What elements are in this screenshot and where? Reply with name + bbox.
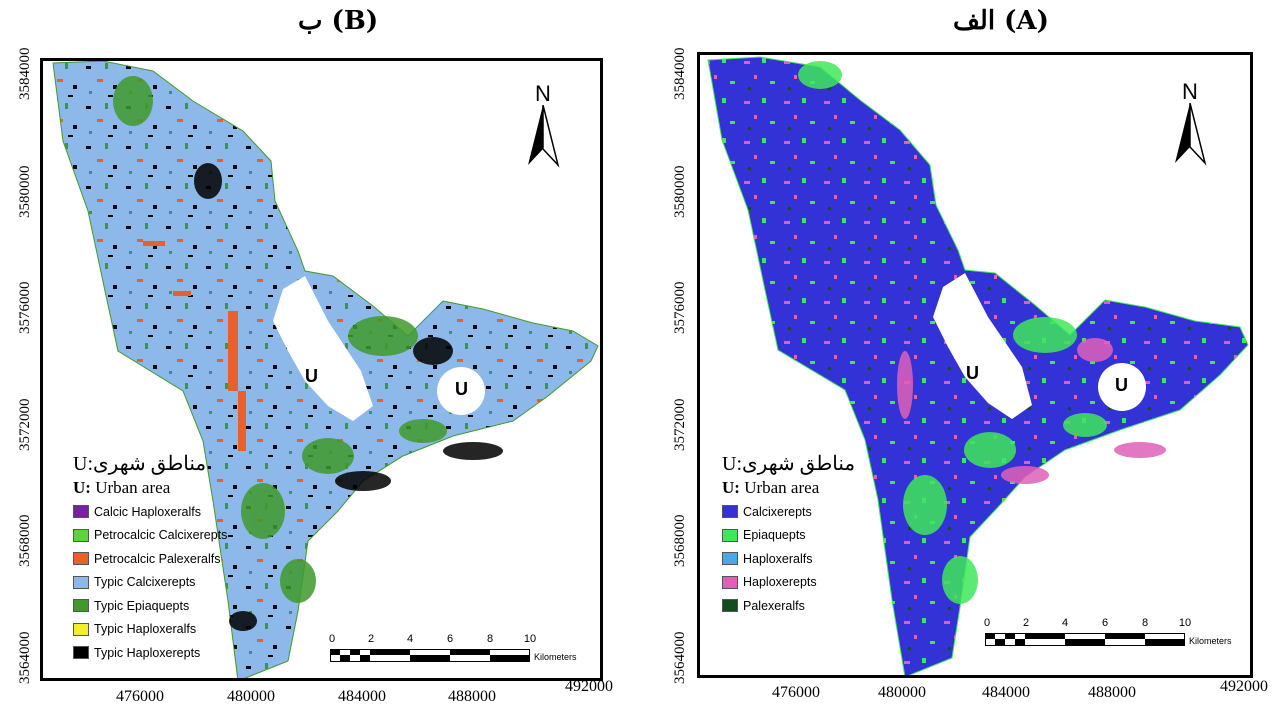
legend-urban-area: U: Urban area <box>73 478 171 497</box>
legend-swatch <box>73 528 89 542</box>
y-tick-label: 3564000 <box>17 631 33 685</box>
x-tick-label: 484000 <box>982 684 1030 701</box>
legend-swatch <box>73 622 89 636</box>
legend-item: Petrocalcic Palexeralfs <box>73 547 227 571</box>
legend-swatch <box>73 505 89 519</box>
x-tick-label: 492000 <box>1220 678 1268 695</box>
legend-swatch <box>722 552 738 566</box>
epiaquepts-clusters <box>798 61 1107 604</box>
soil-map-a <box>707 56 1249 675</box>
legend-persian-note: مناطق شهری:U <box>722 453 856 475</box>
scale-tick: 8 <box>486 633 494 645</box>
panel-b: ب (B) 3584000 3580000 3576000 3572000 35… <box>0 0 640 710</box>
north-arrow-b: N <box>523 81 563 171</box>
scale-tick: 2 <box>1022 617 1030 629</box>
legend-swatch <box>722 528 738 542</box>
x-tick-label: 480000 <box>227 688 275 705</box>
urban-label-1: U <box>305 366 318 386</box>
scale-unit: Kilometers <box>1189 636 1232 646</box>
scale-unit: Kilometers <box>534 652 577 662</box>
palexeralfs-clusters <box>143 241 246 451</box>
y-tick-label: 3572000 <box>672 398 688 452</box>
legend-swatch <box>73 599 89 613</box>
scale-tick: 0 <box>328 633 336 645</box>
urban-hole-1 <box>933 273 1032 419</box>
legend-swatch <box>73 575 89 589</box>
y-tick-label: 3580000 <box>672 165 688 219</box>
scale-tick: 6 <box>446 633 454 645</box>
y-tick-label: 3584000 <box>17 47 33 101</box>
x-tick-label: 476000 <box>116 688 164 705</box>
y-tick-label: 3572000 <box>17 398 33 452</box>
epiaquepts-clusters <box>113 76 447 603</box>
map-frame-a: U U N مناطق شهری:U U: Urban area Calcixe… <box>697 52 1253 678</box>
haploxerepts-clusters <box>194 163 503 631</box>
legend-items-b: Calcic Haploxeralfs Petrocalcic Calcixer… <box>73 500 227 665</box>
legend-items-a: Calcixerepts Epiaquepts Haploxeralfs Hap… <box>722 500 855 618</box>
y-tick-label: 3568000 <box>672 514 688 568</box>
scale-tick: 10 <box>523 633 537 645</box>
north-label: N <box>1182 79 1198 104</box>
legend-item: Palexeralfs <box>722 594 855 618</box>
urban-hole-2 <box>437 367 485 415</box>
urban-hole-2 <box>1098 363 1146 411</box>
panel-b-title: ب (B) <box>298 6 379 36</box>
urban-label-1: U <box>966 363 979 383</box>
legend-item: Typic Calcixerepts <box>73 571 227 595</box>
north-arrow-icon <box>528 105 560 168</box>
legend-item: Epiaquepts <box>722 524 855 548</box>
scale-bar-a: 0 2 4 6 8 10 Kilometers <box>983 617 1250 657</box>
legend-persian-note: مناطق شهری:U <box>73 453 207 475</box>
scale-tick: 10 <box>1178 617 1192 629</box>
legend-urban-area: U: Urban area <box>722 478 820 497</box>
y-tick-label: 3564000 <box>672 631 688 685</box>
scale-tick: 4 <box>406 633 414 645</box>
legend-swatch <box>722 599 738 613</box>
scale-tick: 4 <box>1061 617 1069 629</box>
x-tick-label: 484000 <box>338 688 386 705</box>
north-arrow-a: N <box>1170 79 1210 169</box>
legend-item: Typic Haploxeralfs <box>73 618 227 642</box>
legend-item: Calcic Haploxeralfs <box>73 500 227 524</box>
scale-bar-graphic <box>985 633 1185 646</box>
y-tick-label: 3576000 <box>672 281 688 335</box>
scale-tick: 6 <box>1101 617 1109 629</box>
legend-swatch <box>722 575 738 589</box>
scale-tick: 8 <box>1141 617 1149 629</box>
y-tick-label: 3576000 <box>17 281 33 335</box>
y-tick-label: 3584000 <box>672 47 688 101</box>
scale-bar-graphic <box>330 649 530 662</box>
legend-item: Petrocalcic Calcixerepts <box>73 524 227 548</box>
urban-hole-1 <box>273 276 373 421</box>
panel-a: الف (A) 3584000 3580000 3576000 3572000 … <box>645 0 1287 710</box>
y-tick-label: 3580000 <box>17 165 33 219</box>
legend-item: Typic Epiaquepts <box>73 594 227 618</box>
legend-b: مناطق شهری:U U: Urban area Calcic Haplox… <box>73 451 227 665</box>
north-label: N <box>535 81 551 106</box>
legend-item: Calcixerepts <box>722 500 855 524</box>
map-frame-b: U U N مناطق شهری:U U: Urban area Calcic … <box>40 58 603 681</box>
legend-a: مناطق شهری:U U: Urban area Calcixerepts … <box>722 451 855 618</box>
scale-bar-b: 0 2 4 6 8 10 Kilometers <box>328 633 600 673</box>
legend-item: Typic Haploxerepts <box>73 641 227 665</box>
y-tick-label: 3568000 <box>17 514 33 568</box>
legend-swatch <box>73 552 89 566</box>
scale-tick: 0 <box>983 617 991 629</box>
soil-map-b <box>52 61 599 678</box>
panel-a-title: الف (A) <box>953 6 1049 36</box>
north-arrow-icon <box>1175 103 1207 166</box>
x-tick-label: 476000 <box>772 684 820 701</box>
legend-swatch <box>73 646 89 660</box>
x-tick-label: 488000 <box>448 688 496 705</box>
legend-item: Haploxerepts <box>722 571 855 595</box>
x-tick-label: 488000 <box>1088 684 1136 701</box>
x-tick-label: 492000 <box>565 678 613 695</box>
urban-label-2: U <box>1115 375 1128 395</box>
haploxerepts-clusters <box>897 338 1166 484</box>
scale-tick: 2 <box>367 633 375 645</box>
legend-swatch <box>722 505 738 519</box>
x-tick-label: 480000 <box>878 684 926 701</box>
legend-item: Haploxeralfs <box>722 547 855 571</box>
urban-label-2: U <box>455 379 468 399</box>
